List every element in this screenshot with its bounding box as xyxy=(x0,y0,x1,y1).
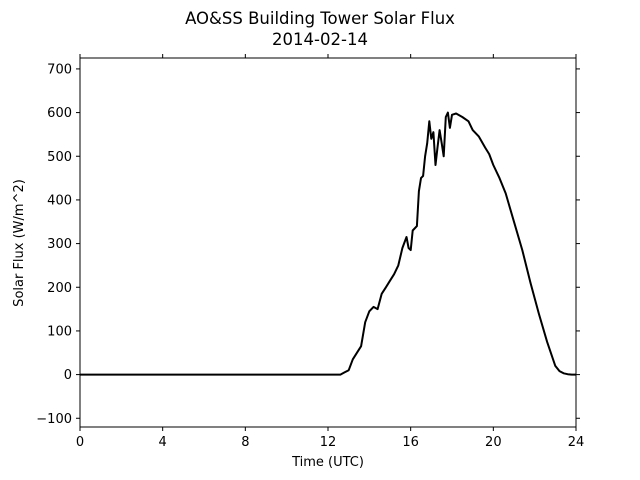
y-tick-label: −100 xyxy=(36,412,72,427)
y-tick-label: 500 xyxy=(47,150,72,165)
x-axis-label: Time (UTC) xyxy=(291,455,364,470)
series-line xyxy=(80,111,576,376)
y-tick-label: 200 xyxy=(47,281,72,296)
y-tick-label: 300 xyxy=(47,237,72,252)
y-tick-label: 700 xyxy=(47,62,72,77)
y-tick-label: 400 xyxy=(47,193,72,208)
chart-title: AO&SS Building Tower Solar Flux xyxy=(185,9,455,28)
axis-ticks xyxy=(76,54,580,431)
x-tick-label: 0 xyxy=(76,435,84,450)
chart-subtitle: 2014-02-14 xyxy=(272,30,368,49)
x-tick-label: 8 xyxy=(241,435,249,450)
series-layer xyxy=(80,111,576,376)
x-tick-label: 24 xyxy=(568,435,585,450)
y-tick-label: 100 xyxy=(47,324,72,339)
x-tick-label: 4 xyxy=(159,435,167,450)
tick-labels: 0 4 8 12 16 20 24 −100 0 100 200 300 400 500 600 700 xyxy=(36,62,584,450)
plot-area: 0 4 8 12 16 20 24 −100 0 100 200 300 400 500 600 700 xyxy=(36,54,584,450)
y-tick-label: 0 xyxy=(64,368,72,383)
plot-frame xyxy=(79,57,577,428)
x-tick-label: 16 xyxy=(402,435,419,450)
y-axis-label: Solar Flux (W/m^2) xyxy=(12,179,27,307)
x-tick-label: 12 xyxy=(320,435,337,450)
x-tick-label: 20 xyxy=(485,435,502,450)
y-tick-label: 600 xyxy=(47,106,72,121)
